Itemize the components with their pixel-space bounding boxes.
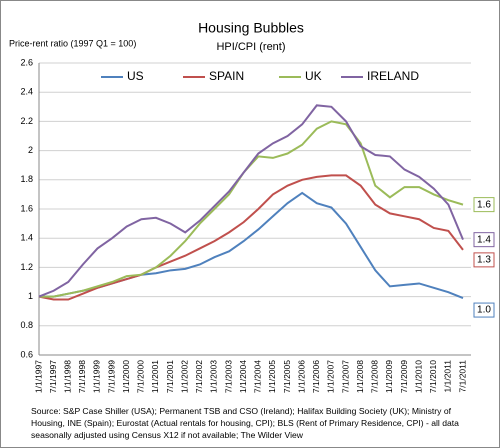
- y-tick-label: 2.6: [20, 57, 33, 67]
- x-tick-label: 1/1/2002: [179, 360, 189, 393]
- chart-subtitle: HPI/CPI (rent): [216, 41, 285, 53]
- y-tick-label: 2: [28, 145, 33, 155]
- y-axis-label: Price-rent ratio (1997 Q1 = 100): [9, 38, 136, 48]
- y-tick-label: 0.8: [20, 320, 33, 330]
- chart-title: Housing Bubbles: [198, 20, 304, 36]
- y-tick-label: 1: [28, 291, 33, 301]
- x-tick-label: 1/1/2006: [296, 360, 306, 393]
- legend-label: SPAIN: [209, 69, 244, 83]
- x-tick-label: 7/1/2007: [340, 360, 350, 393]
- x-tick-label: 1/1/1997: [33, 360, 43, 393]
- end-label-box: [473, 252, 495, 268]
- x-tick-label: 7/1/2008: [370, 360, 380, 393]
- x-tick-label: 7/1/2002: [194, 360, 204, 393]
- end-label-box: [473, 232, 495, 248]
- x-tick-label: 7/1/2005: [282, 360, 292, 393]
- x-tick-label: 1/1/2011: [443, 360, 453, 393]
- series-line: [38, 174, 464, 301]
- x-tick-label: 1/1/2003: [209, 360, 219, 393]
- x-tick-label: 7/1/2004: [253, 360, 263, 393]
- chart: Housing Bubbles HPI/CPI (rent) Price-ren…: [9, 20, 495, 393]
- x-tick-label: 1/1/2005: [267, 360, 277, 393]
- y-tick-label: 0.6: [20, 349, 33, 359]
- y-tick-label: 1.6: [20, 203, 33, 213]
- legend-label: IRELAND: [367, 69, 419, 83]
- x-tick-label: 1/1/2010: [413, 360, 423, 393]
- x-tick-label: 7/1/2010: [428, 360, 438, 393]
- x-tick-label: 7/1/2000: [136, 360, 146, 393]
- end-label: 1.0: [477, 305, 491, 316]
- end-label: 1.4: [477, 234, 491, 245]
- end-label: 1.6: [477, 199, 491, 210]
- x-tick-label: 1/1/2001: [150, 360, 160, 393]
- x-tick-label: 7/1/2001: [165, 360, 175, 393]
- x-tick-label: 7/1/2006: [311, 360, 321, 393]
- x-tick-label: 7/1/1998: [77, 360, 87, 393]
- x-tick-label: 1/1/2004: [238, 360, 248, 393]
- x-tick-label: 7/1/2009: [399, 360, 409, 393]
- x-tick-label: 1/1/2009: [384, 360, 394, 393]
- legend-label: UK: [305, 69, 322, 83]
- x-tick-label: 1/1/2008: [355, 360, 365, 393]
- x-tick-label: 1/1/2000: [121, 360, 131, 393]
- x-tick-label: 7/1/2011: [457, 360, 467, 393]
- y-tick-label: 1.8: [20, 174, 33, 184]
- y-tick-label: 2.2: [20, 116, 33, 126]
- x-tick-label: 1/1/1999: [92, 360, 102, 393]
- y-tick-label: 1.2: [20, 262, 33, 272]
- end-label-box: [473, 197, 495, 213]
- y-tick-label: 1.4: [20, 233, 33, 243]
- x-tick-label: 1/1/2007: [326, 360, 336, 393]
- legend-label: US: [127, 69, 144, 83]
- x-tick-label: 7/1/1997: [48, 360, 58, 393]
- end-label-box: [473, 302, 495, 318]
- end-label: 1.3: [477, 255, 491, 266]
- series-line: [38, 104, 464, 298]
- x-tick-label: 7/1/1999: [106, 360, 116, 393]
- y-tick-label: 2.4: [20, 87, 33, 97]
- x-tick-label: 7/1/2003: [223, 360, 233, 393]
- x-tick-label: 1/1/1998: [62, 360, 72, 393]
- source-note: Source: S&P Case Shiller (USA); Permanen…: [31, 406, 459, 440]
